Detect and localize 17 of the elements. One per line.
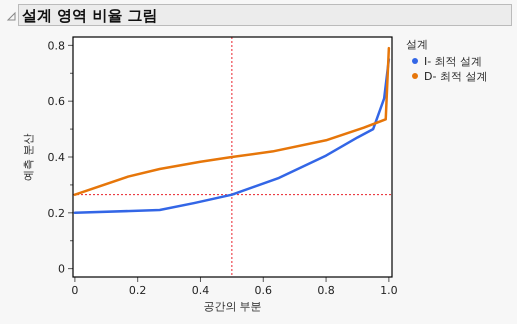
y-tick-label: 0.2	[48, 206, 65, 220]
chart-title: 설계 영역 비율 그림	[22, 6, 158, 24]
legend-label: I- 최적 설계	[424, 55, 482, 68]
y-tick-label: 0	[58, 262, 65, 276]
y-tick-label: 0.4	[48, 151, 65, 164]
legend-label: D- 최적 설계	[424, 70, 488, 83]
y-tick-label: 0.8	[48, 39, 65, 52]
y-axis-title: 예측 분산	[22, 133, 35, 181]
x-axis-title: 공간의 부분	[203, 300, 262, 313]
x-tick-label: 1.0	[380, 284, 398, 297]
x-tick-label: 0.4	[192, 284, 210, 297]
legend-title: 설계	[406, 38, 428, 51]
y-tick-label: 0.6	[48, 95, 65, 108]
x-tick-label: 0	[71, 284, 78, 297]
x-tick-label: 0.6	[254, 284, 272, 297]
x-tick-label: 0.2	[128, 284, 146, 297]
x-tick-label: 0.8	[317, 284, 335, 297]
